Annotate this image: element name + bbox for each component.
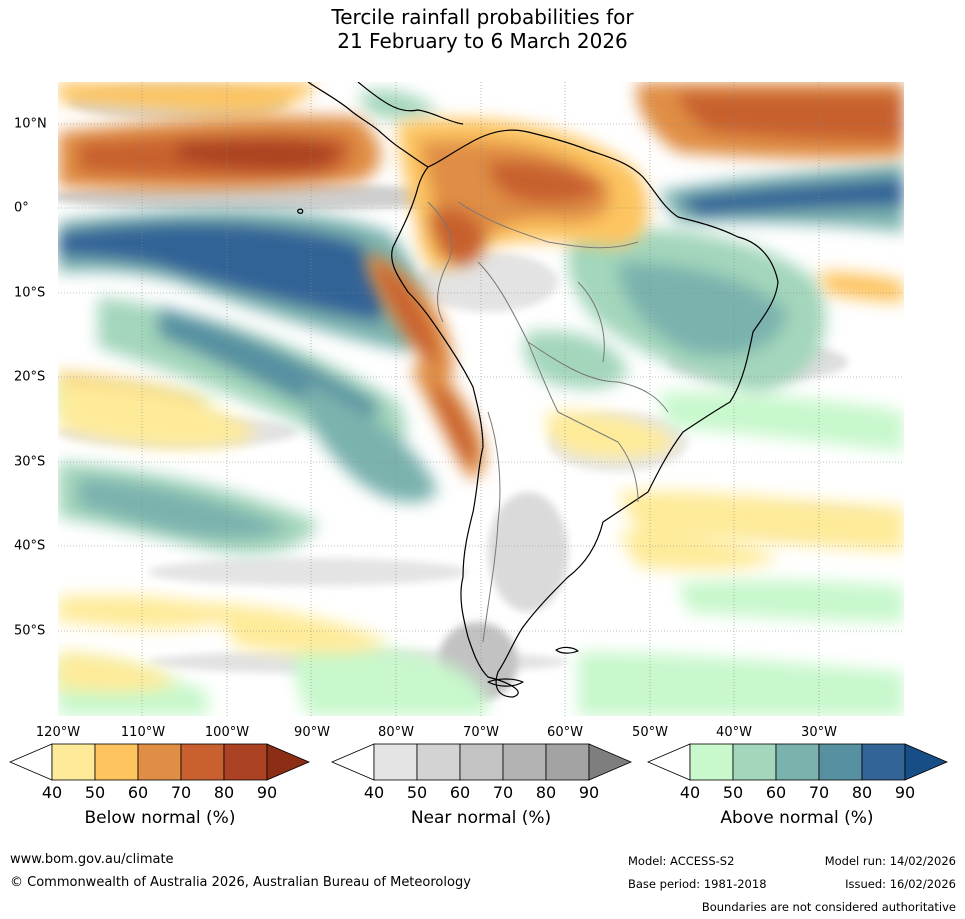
- boundaries-disclaimer: Boundaries are not considered authoritat…: [701, 900, 956, 914]
- legend-swatch: [266, 743, 311, 781]
- lon-label: 110°W: [120, 725, 166, 740]
- legend-swatch: [818, 743, 863, 781]
- lon-label: 50°W: [632, 725, 668, 740]
- south-america-outline: [391, 129, 779, 698]
- legend-swatch: [330, 743, 375, 781]
- legend-title-above: Above normal (%): [720, 808, 874, 828]
- legend-swatch: [94, 743, 139, 781]
- legend-swatch: [416, 743, 461, 781]
- lat-label: 50°S: [14, 623, 46, 639]
- legend-near-normal: [330, 743, 633, 781]
- legend-tick: 40: [679, 783, 701, 802]
- legend-tick: 50: [406, 783, 428, 802]
- lon-label: 90°W: [294, 725, 330, 740]
- legend-tick: 80: [535, 783, 557, 802]
- galapagos: [297, 208, 304, 214]
- legend-tick: 50: [84, 783, 106, 802]
- legend-swatch: [137, 743, 182, 781]
- legend-tick: 60: [127, 783, 149, 802]
- legend-title-near: Near normal (%): [410, 808, 552, 828]
- legend-tick: 60: [765, 783, 787, 802]
- legend-swatch: [861, 743, 906, 781]
- legend-swatch: [373, 743, 418, 781]
- legend-swatch: [775, 743, 820, 781]
- map-canvas: [58, 82, 904, 716]
- legend-swatch: [904, 743, 949, 781]
- lat-label: 30°S: [14, 454, 46, 470]
- title-line-1: Tercile rainfall probabilities for: [331, 5, 634, 29]
- legend-swatch: [180, 743, 225, 781]
- lon-label: 40°W: [716, 725, 752, 740]
- central-america-coast-north: [357, 82, 464, 125]
- legend-tick: 70: [170, 783, 192, 802]
- legend-above-normal: [646, 743, 949, 781]
- issued-date: Issued: 16/02/2026: [845, 877, 956, 891]
- lon-label: 60°W: [547, 725, 583, 740]
- legend-tick: 70: [808, 783, 830, 802]
- legend-tick: 80: [851, 783, 873, 802]
- model-run-date: Model run: 14/02/2026: [824, 854, 956, 868]
- legend-tick: 90: [256, 783, 278, 802]
- below-normal-areas: [58, 82, 904, 693]
- legend-tick: 40: [41, 783, 63, 802]
- lon-label: 80°W: [378, 725, 414, 740]
- base-period: Base period: 1981-2018: [628, 877, 767, 891]
- legend-swatch: [223, 743, 268, 781]
- legend-swatch: [459, 743, 504, 781]
- legend-below-normal: [8, 743, 311, 781]
- lon-label: 100°W: [204, 725, 250, 740]
- coastlines: [297, 82, 779, 698]
- tierra-del-fuego: [487, 678, 524, 687]
- legend-tick: 50: [722, 783, 744, 802]
- above-normal-areas: [58, 90, 904, 716]
- legend-swatch: [646, 743, 691, 781]
- lat-label: 20°S: [14, 369, 46, 385]
- lon-label: 30°W: [801, 725, 837, 740]
- lat-label: 10°N: [14, 116, 47, 132]
- gridlines: [58, 82, 904, 716]
- central-america-coast: [307, 82, 429, 168]
- lon-label: 120°W: [35, 725, 81, 740]
- title-line-2: 21 February to 6 March 2026: [337, 29, 628, 53]
- legend-swatch: [8, 743, 53, 781]
- lat-label: 40°S: [14, 538, 46, 554]
- legend-swatch: [689, 743, 734, 781]
- legend-tick: 90: [578, 783, 600, 802]
- legend-swatch: [545, 743, 590, 781]
- probability-map: [58, 82, 904, 716]
- legend-swatch: [588, 743, 633, 781]
- legend-title-below: Below normal (%): [84, 808, 236, 828]
- legend-tick: 90: [894, 783, 916, 802]
- legend-swatch: [51, 743, 96, 781]
- lon-label: 70°W: [463, 725, 499, 740]
- country-borders: [427, 201, 669, 643]
- website-link[interactable]: www.bom.gov.au/climate: [10, 852, 174, 867]
- legend-tick: 70: [492, 783, 514, 802]
- legend-tick: 60: [449, 783, 471, 802]
- model-name: Model: ACCESS-S2: [628, 854, 735, 868]
- legend-tick: 40: [363, 783, 385, 802]
- legend-swatch: [732, 743, 777, 781]
- legend-tick: 80: [213, 783, 235, 802]
- lat-label: 10°S: [14, 285, 46, 301]
- falkland-islands: [555, 646, 579, 654]
- lat-label: 0°: [14, 200, 29, 216]
- map-title: Tercile rainfall probabilities for 21 Fe…: [0, 5, 965, 53]
- copyright-text: © Commonwealth of Australia 2026, Austra…: [10, 875, 471, 890]
- legend-swatch: [502, 743, 547, 781]
